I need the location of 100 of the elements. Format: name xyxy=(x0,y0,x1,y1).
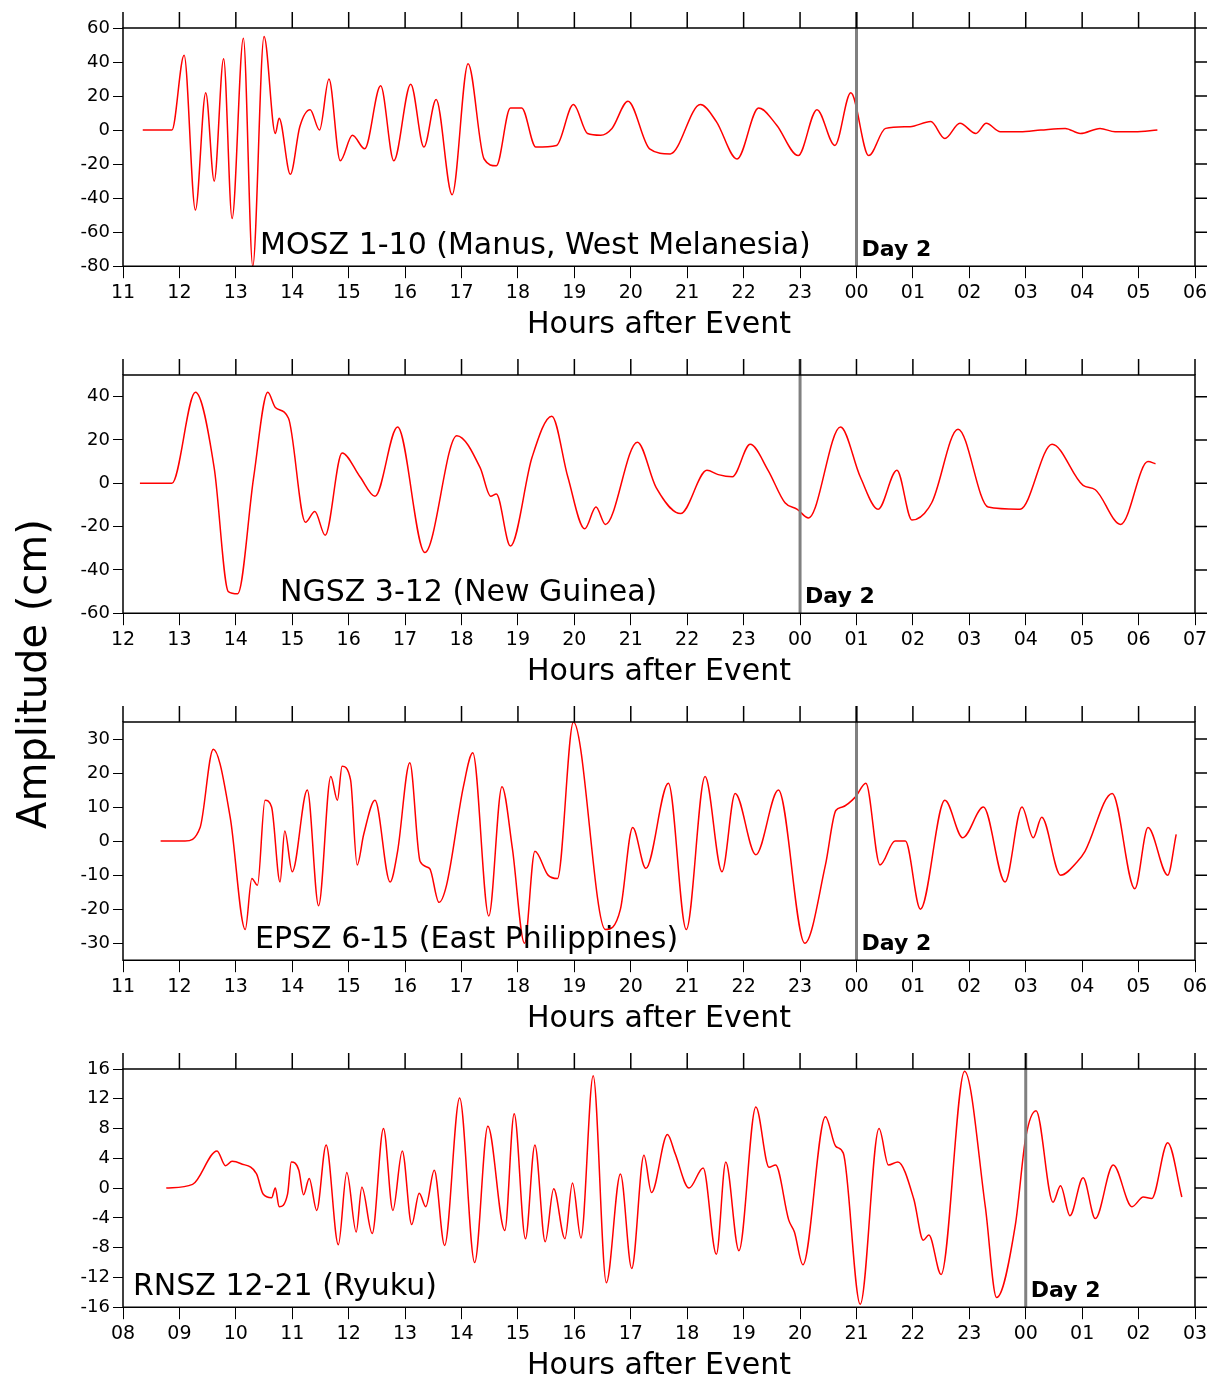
ref-line-label: Day 2 xyxy=(805,583,875,609)
y-tick-label: 12 xyxy=(87,1086,110,1108)
x-tick-label: 11 xyxy=(280,1320,305,1343)
x-tick-label: 13 xyxy=(167,626,192,649)
x-tick-label: 20 xyxy=(618,973,643,996)
x-tick-label: 06 xyxy=(1126,626,1151,649)
y-tick-label: -4 xyxy=(92,1205,110,1227)
y-tick-label: 8 xyxy=(98,1116,110,1138)
x-tick-label: 17 xyxy=(449,973,474,996)
x-tick-label: 14 xyxy=(449,1320,474,1343)
y-tick-label: 0 xyxy=(98,117,110,139)
x-tick-label: 09 xyxy=(167,1320,192,1343)
x-tick-label: 01 xyxy=(900,279,925,302)
x-tick-label: 15 xyxy=(505,1320,531,1343)
y-tick-label: -20 xyxy=(80,151,110,173)
x-axis-title: Hours after Event xyxy=(527,304,792,340)
x-tick-label: 18 xyxy=(505,973,531,996)
x-tick-label: 06 xyxy=(1182,973,1208,996)
x-tick-label: 23 xyxy=(731,626,756,649)
x-tick-label: 20 xyxy=(618,279,643,302)
x-tick-label: 01 xyxy=(900,973,925,996)
annotation: NGSZ 3-12 (New Guinea) xyxy=(280,573,658,609)
y-tick-label: -12 xyxy=(80,1265,110,1287)
x-tick-label: 21 xyxy=(675,279,700,302)
x-tick-label: 21 xyxy=(844,1320,869,1343)
x-tick-label: 00 xyxy=(1013,1320,1038,1343)
y-tick-label: 10 xyxy=(87,794,110,816)
y-tick-label: -8 xyxy=(92,1235,110,1257)
x-tick-label: 02 xyxy=(1126,1320,1151,1343)
y-tick-label: 40 xyxy=(87,49,110,71)
x-tick-label: 21 xyxy=(675,973,700,996)
y-tick-label: 60 xyxy=(87,15,110,37)
x-tick-label: 16 xyxy=(562,1320,587,1343)
y-tick-label: 20 xyxy=(87,83,110,105)
x-tick-label: 07 xyxy=(1182,626,1208,649)
y-tick-label: -80 xyxy=(80,253,110,275)
x-tick-label: 23 xyxy=(787,973,813,996)
x-tick-label: 04 xyxy=(1013,626,1038,649)
x-tick-label: 05 xyxy=(1126,973,1151,996)
y-tick-label: -40 xyxy=(80,185,110,207)
annotation: EPSZ 6-15 (East Philippines) xyxy=(255,920,679,956)
x-tick-label: 23 xyxy=(787,279,813,302)
x-tick-label: 03 xyxy=(957,626,982,649)
y-tick-label: 20 xyxy=(87,427,110,449)
y-tick-label: -10 xyxy=(80,862,110,884)
y-tick-label: 4 xyxy=(98,1146,110,1167)
x-tick-label: 13 xyxy=(223,279,248,302)
x-axis-title: Hours after Event xyxy=(527,651,792,687)
x-tick-label: 00 xyxy=(787,626,813,649)
y-tick-label: -60 xyxy=(80,600,110,622)
x-tick-label: 14 xyxy=(280,279,305,302)
x-tick-label: 04 xyxy=(1070,279,1095,302)
y-tick-label: -40 xyxy=(80,557,110,579)
x-tick-label: 19 xyxy=(731,1320,756,1343)
x-tick-label: 13 xyxy=(393,1320,418,1343)
x-tick-label: 12 xyxy=(336,1320,361,1343)
y-tick-label: -30 xyxy=(80,930,110,952)
y-tick-label: -16 xyxy=(80,1294,110,1316)
x-tick-label: 17 xyxy=(393,626,418,649)
x-tick-label: 18 xyxy=(505,279,531,302)
x-tick-label: 20 xyxy=(787,1320,813,1343)
x-tick-label: 11 xyxy=(110,973,136,996)
x-tick-label: 16 xyxy=(393,973,418,996)
y-tick-label: 40 xyxy=(87,384,110,406)
y-tick-label: -20 xyxy=(80,514,110,536)
x-tick-label: 04 xyxy=(1070,973,1095,996)
x-tick-label: 16 xyxy=(393,279,418,302)
x-tick-label: 15 xyxy=(336,973,361,996)
y-tick-label: 30 xyxy=(87,726,110,748)
x-tick-label: 14 xyxy=(280,973,305,996)
x-tick-label: 08 xyxy=(110,1320,136,1343)
x-tick-label: 22 xyxy=(675,626,700,649)
annotation: MOSZ 1-10 (Manus, West Melanesia) xyxy=(260,226,811,262)
x-tick-label: 14 xyxy=(223,626,248,649)
x-tick-label: 01 xyxy=(844,626,869,649)
x-tick-label: 22 xyxy=(900,1320,925,1343)
x-tick-label: 13 xyxy=(223,973,248,996)
x-tick-label: 12 xyxy=(167,279,192,302)
x-tick-label: 00 xyxy=(844,973,869,996)
x-tick-label: 01 xyxy=(1070,1320,1095,1343)
x-tick-label: 06 xyxy=(1182,279,1208,302)
x-axis-title: Hours after Event xyxy=(527,1345,792,1381)
x-tick-label: 19 xyxy=(505,626,531,649)
x-tick-label: 15 xyxy=(280,626,305,649)
x-tick-label: 02 xyxy=(900,626,925,649)
x-tick-label: 03 xyxy=(1013,973,1038,996)
x-tick-label: 17 xyxy=(618,1320,643,1343)
line-series xyxy=(142,35,1159,267)
x-tick-label: 22 xyxy=(731,973,756,996)
y-tick-label: 0 xyxy=(98,828,110,850)
x-tick-label: 21 xyxy=(618,626,643,649)
x-tick-label: 23 xyxy=(957,1320,982,1343)
x-tick-label: 19 xyxy=(562,973,587,996)
x-tick-label: 10 xyxy=(223,1320,248,1343)
y-tick-label: 0 xyxy=(98,1175,110,1197)
ref-line-label: Day 2 xyxy=(1030,1277,1101,1303)
x-tick-label: 18 xyxy=(675,1320,700,1343)
x-tick-label: 15 xyxy=(336,279,361,302)
x-axis-title: Hours after Event xyxy=(527,998,792,1034)
y-tick-label: -20 xyxy=(80,896,110,918)
